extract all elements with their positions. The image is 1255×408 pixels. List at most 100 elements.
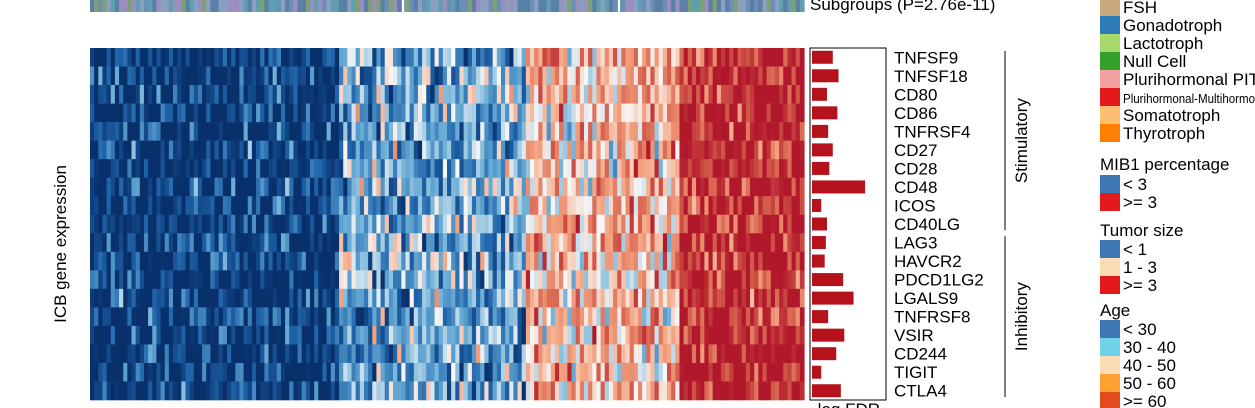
- heatmap-cell: [168, 344, 174, 364]
- heatmap-cell: [637, 103, 643, 123]
- heatmap-cell: [762, 307, 768, 327]
- heatmap-cell: [754, 270, 759, 290]
- heatmap-cell: [197, 325, 203, 345]
- heatmap-cell: [459, 288, 465, 308]
- heatmap-cell: [285, 251, 290, 271]
- heatmap-cell: [451, 325, 456, 345]
- subgroup-cell: [164, 0, 170, 12]
- heatmap-cell: [285, 103, 290, 123]
- heatmap-cell: [496, 307, 502, 327]
- heatmap-cell: [330, 48, 336, 67]
- heatmap-cell: [127, 177, 133, 197]
- heatmap-cell: [708, 288, 714, 308]
- heatmap-cell: [106, 233, 112, 253]
- heatmap-cell: [384, 381, 390, 401]
- heatmap-cell: [164, 325, 170, 345]
- heatmap-cell: [289, 66, 295, 86]
- heatmap-cell: [106, 177, 112, 197]
- heatmap-cell: [542, 122, 548, 141]
- heatmap-cell: [430, 251, 436, 271]
- heatmap-cell: [633, 177, 639, 197]
- heatmap-cell: [783, 196, 788, 216]
- heatmap-cell: [247, 48, 253, 67]
- heatmap-cell: [168, 159, 174, 178]
- heatmap-cell: [783, 362, 788, 382]
- heatmap-cell: [222, 66, 228, 86]
- heatmap-cell: [720, 196, 726, 216]
- heatmap-cell: [397, 362, 402, 382]
- heatmap-cell: [517, 85, 523, 104]
- heatmap-cell: [268, 381, 274, 401]
- heatmap-cell: [679, 381, 685, 401]
- heatmap-cell: [173, 214, 178, 234]
- heatmap-cell: [447, 362, 452, 382]
- heatmap-cell: [762, 381, 768, 401]
- heatmap-cell: [442, 122, 448, 141]
- heatmap-cell: [301, 177, 307, 197]
- heatmap-cell: [550, 362, 556, 382]
- heatmap-cell: [530, 344, 535, 364]
- heatmap-cell: [359, 362, 365, 382]
- heatmap-cell: [567, 344, 573, 364]
- heatmap-cell: [272, 251, 278, 271]
- heatmap-cell: [119, 214, 124, 234]
- heatmap-cell: [422, 196, 427, 216]
- heatmap-cell: [671, 85, 676, 104]
- heatmap-cell: [488, 140, 494, 160]
- heatmap-cell: [538, 214, 544, 234]
- heatmap-cell: [90, 288, 95, 308]
- subgroup-cell: [397, 0, 402, 12]
- heatmap-cell: [745, 362, 751, 382]
- heatmap-cell: [700, 196, 705, 216]
- heatmap-cell: [289, 381, 295, 401]
- heatmap-cell: [559, 214, 564, 234]
- heatmap-cell: [330, 122, 336, 141]
- heatmap-cell: [579, 48, 585, 67]
- heatmap-cell: [297, 140, 303, 160]
- heatmap-cell: [268, 103, 274, 123]
- heatmap-cell: [131, 140, 137, 160]
- heatmap-cell: [538, 270, 544, 290]
- legend-swatch: [1100, 88, 1120, 106]
- heatmap-cell: [463, 159, 469, 178]
- y-axis-label: ICB gene expression: [51, 165, 70, 323]
- heatmap-cell: [90, 140, 95, 160]
- heatmap-cell: [148, 140, 153, 160]
- heatmap-cell: [484, 66, 490, 86]
- heatmap-cell: [119, 325, 124, 345]
- heatmap-cell: [210, 66, 216, 86]
- heatmap-cell: [326, 288, 332, 308]
- heatmap-cell: [799, 122, 805, 141]
- heatmap-cell: [334, 159, 340, 178]
- heatmap-cell: [330, 270, 336, 290]
- heatmap-cell: [525, 362, 531, 382]
- heatmap-cell: [646, 66, 652, 86]
- heatmap-cell: [106, 85, 112, 104]
- heatmap-cell: [758, 344, 764, 364]
- fdr-bar: [812, 273, 844, 287]
- heatmap-cell: [795, 48, 801, 67]
- heatmap-cell: [604, 48, 610, 67]
- heatmap-cell: [725, 48, 730, 67]
- heatmap-cell: [272, 381, 278, 401]
- heatmap-cell: [272, 85, 278, 104]
- heatmap-cell: [471, 233, 477, 253]
- heatmap-cell: [297, 48, 303, 67]
- heatmap-cell: [687, 214, 693, 234]
- heatmap-cell: [343, 344, 348, 364]
- heatmap-cell: [384, 362, 390, 382]
- heatmap-cell: [679, 214, 685, 234]
- heatmap-cell: [505, 325, 510, 345]
- heatmap-cell: [197, 159, 203, 178]
- heatmap-cell: [214, 48, 220, 67]
- heatmap-cell: [750, 381, 755, 401]
- heatmap-cell: [343, 251, 348, 271]
- heatmap-cell: [592, 122, 598, 141]
- subgroup-cell: [542, 0, 548, 12]
- heatmap-cell: [438, 344, 444, 364]
- heatmap-cell: [762, 214, 768, 234]
- heatmap-cell: [119, 362, 124, 382]
- heatmap-cell: [758, 381, 764, 401]
- heatmap-cell: [770, 66, 776, 86]
- heatmap-cell: [654, 103, 660, 123]
